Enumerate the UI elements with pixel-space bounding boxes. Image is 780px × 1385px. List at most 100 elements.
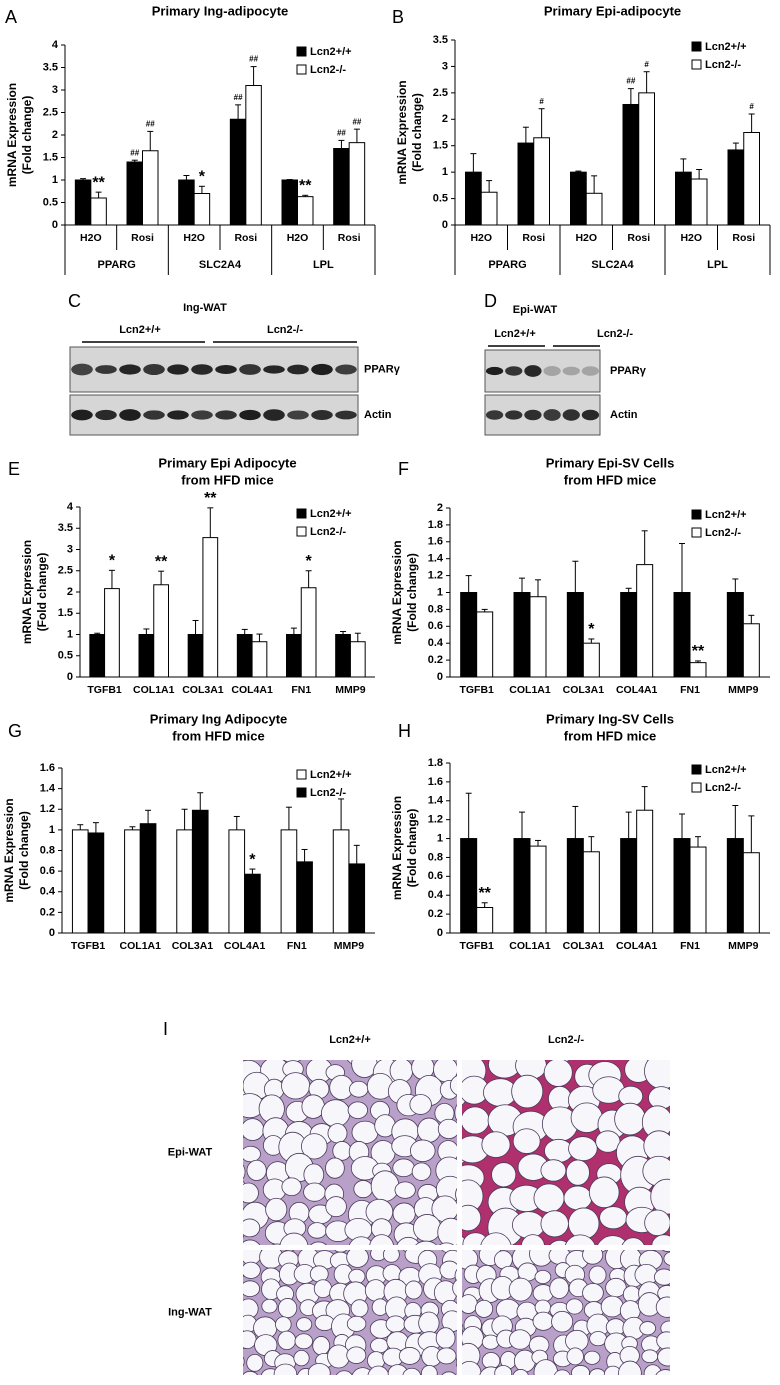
error-bar: [353, 844, 360, 864]
significance-mark: *: [249, 851, 256, 868]
adipocyte: [567, 1382, 588, 1385]
adipocyte: [657, 1347, 670, 1367]
y-tick-label: 2.5: [433, 87, 448, 99]
band-label: Actin: [364, 409, 392, 421]
error-bar: [679, 542, 685, 593]
legend-swatch: [691, 764, 702, 775]
adipocyte: [332, 1141, 352, 1161]
chart-title: Primary Ing-adipocyte: [152, 3, 289, 18]
error-bar: [80, 178, 87, 180]
y-tick-label: 3.5: [43, 61, 58, 73]
blot-band: [524, 365, 542, 377]
adipocyte: [437, 1033, 460, 1058]
bar: [689, 662, 707, 678]
adipocyte: [346, 1250, 369, 1268]
error-bar: [643, 71, 650, 93]
panel-letter: H: [398, 721, 411, 741]
bar: [620, 592, 638, 678]
adipocyte: [494, 1365, 513, 1375]
blot-strip: [69, 346, 359, 393]
y-tick-label: 1: [437, 832, 443, 844]
adipocyte: [521, 1234, 545, 1245]
adipocyte: [410, 1139, 436, 1162]
adipocyte: [567, 1207, 600, 1240]
panel-letter: B: [392, 7, 404, 27]
adipocyte: [243, 1239, 261, 1245]
adipocyte: [294, 1333, 313, 1350]
adipocyte: [243, 1182, 259, 1204]
error-bar: [465, 792, 472, 839]
bar: [193, 193, 211, 226]
band-label: PPARγ: [364, 363, 401, 375]
adipocyte: [675, 1181, 703, 1204]
y-tick-label: 0.5: [433, 192, 448, 204]
adipocyte: [271, 1243, 283, 1245]
adipocyte: [349, 1080, 369, 1098]
adipocyte: [437, 1118, 457, 1140]
blot-band: [263, 365, 285, 374]
panel-letter: A: [5, 7, 17, 27]
y-tick-label: 2.5: [43, 106, 58, 118]
adipocyte: [673, 1158, 699, 1185]
adipocyte: [644, 1060, 670, 1090]
bar: [280, 829, 298, 934]
error-bar: [481, 608, 488, 612]
adipocyte: [639, 1321, 657, 1336]
adipocyte: [219, 1248, 239, 1266]
y-tick-label: 1.2: [428, 570, 443, 582]
significance-mark: ##: [234, 93, 243, 102]
error-bar: [301, 848, 308, 862]
legend-label: Lcn2+/+: [310, 46, 352, 58]
significance-mark: #: [644, 60, 649, 69]
adipocyte: [327, 1344, 351, 1369]
blot-band: [581, 409, 600, 421]
adipocyte: [462, 1204, 482, 1232]
legend-label: Lcn2-/-: [310, 64, 346, 76]
adipocyte: [243, 1164, 246, 1180]
y-tick-label: 0.2: [428, 654, 443, 666]
adipocyte: [309, 1241, 327, 1245]
bar: [187, 634, 204, 678]
adipocyte: [396, 1236, 421, 1245]
error-bar: [465, 575, 472, 593]
adipocyte: [454, 1104, 457, 1122]
legend-swatch: [296, 787, 307, 798]
adipocyte: [678, 1268, 697, 1289]
adipocyte: [243, 1330, 257, 1350]
adipocyte: [243, 1035, 265, 1057]
x-tick-label: H2O: [183, 232, 205, 244]
chart-title: Primary Epi-adipocyte: [544, 3, 681, 18]
adipocyte: [684, 1112, 707, 1134]
blot-band: [71, 409, 93, 421]
bar: [585, 192, 603, 226]
bar: [673, 838, 691, 934]
x-tick-label: COL1A1: [509, 940, 551, 952]
x-tick-label: H2O: [680, 232, 702, 244]
adipocyte: [515, 1060, 547, 1080]
error-bar: [732, 142, 739, 150]
adipocyte: [411, 1162, 432, 1181]
x-tick-label: TGFB1: [87, 684, 122, 696]
significance-mark: **: [299, 178, 312, 195]
chart-subtitle: from HFD mice: [564, 728, 656, 743]
error-bar: [354, 632, 361, 642]
bar: [529, 845, 547, 934]
adipocyte: [462, 1106, 490, 1135]
adipocyte: [588, 1265, 607, 1285]
bar: [153, 584, 169, 678]
blot-band: [71, 363, 93, 376]
adipocyte: [455, 1187, 457, 1201]
bar: [465, 171, 482, 226]
y-tick-label: 1.4: [428, 795, 444, 807]
adipocyte: [313, 1279, 333, 1299]
adipocyte: [614, 1102, 646, 1136]
bar: [87, 832, 105, 934]
x-tick-label: H2O: [575, 232, 597, 244]
error-bar: [143, 628, 150, 635]
adipocyte: [674, 1054, 698, 1079]
error-bar: [147, 130, 154, 151]
x-tick-label: COL3A1: [172, 940, 214, 952]
x-tick-label: Rosi: [131, 232, 154, 244]
adipocyte: [275, 1316, 292, 1333]
blot-band: [215, 365, 237, 374]
